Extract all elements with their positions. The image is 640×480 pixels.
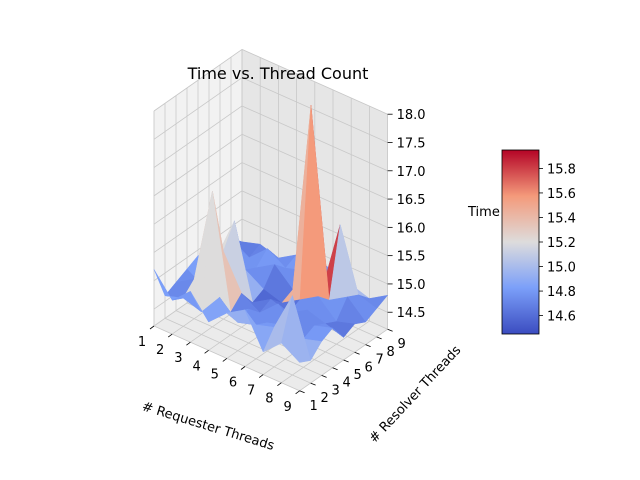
colorbar: 14.6 14.8 15.0 15.2 15.4 15.6 15.8 xyxy=(501,149,576,335)
grid-line xyxy=(153,190,243,253)
y-tick-mark xyxy=(354,351,360,355)
x-tick-mark xyxy=(186,341,191,346)
grid-line xyxy=(241,105,388,172)
x-tick-label: 9 xyxy=(283,400,291,415)
y-tick-mark xyxy=(376,336,382,340)
x-tick-label: 5 xyxy=(211,367,219,382)
z-tick-label: 18.0 xyxy=(397,108,426,123)
grid-line xyxy=(153,133,243,197)
grid-line xyxy=(153,218,243,282)
y-tick-label: 8 xyxy=(386,345,394,360)
x-tick-mark xyxy=(295,390,300,395)
z-tick-label: 16.5 xyxy=(397,193,426,208)
grid-line xyxy=(153,49,243,112)
x-tick-label: 7 xyxy=(247,384,255,399)
y-tick-label: 6 xyxy=(364,360,372,375)
y-tick-mark xyxy=(299,390,305,394)
chart-title: Time vs. Thread Count xyxy=(187,64,369,83)
grid-line xyxy=(153,77,243,140)
colorbar-tick-label: 15.6 xyxy=(547,187,576,202)
x-tick-mark xyxy=(240,366,246,370)
y-tick-mark xyxy=(365,344,371,347)
colorbar-tick-label: 15.2 xyxy=(547,236,576,251)
grid-line xyxy=(153,105,243,168)
y-tick-label: 1 xyxy=(309,399,317,414)
z-axis-label: Time xyxy=(467,205,500,220)
z-tick-label: 15.5 xyxy=(397,250,426,265)
colorbar-tick-label: 14.6 xyxy=(547,310,576,325)
grid-line xyxy=(241,77,388,143)
y-tick-mark xyxy=(343,359,349,363)
grid-line xyxy=(241,49,388,115)
x-tick-mark xyxy=(149,325,155,330)
colorbar-tick-label: 15.0 xyxy=(547,261,576,276)
y-tick-mark xyxy=(387,328,393,332)
z-tick-label: 17.0 xyxy=(397,165,426,180)
y-tick-label: 9 xyxy=(397,337,405,352)
y-tick-label: 5 xyxy=(353,368,361,383)
z-tick-label: 14.5 xyxy=(397,306,426,321)
x-tick-label: 1 xyxy=(138,335,146,350)
x-tick-label: 2 xyxy=(156,343,164,358)
grid-line xyxy=(153,162,243,225)
colorbar-gradient xyxy=(501,149,540,335)
x-tick-label: 3 xyxy=(174,351,182,366)
y-tick-label: 4 xyxy=(342,376,350,391)
x-tick-mark xyxy=(258,374,264,378)
x-tick-mark xyxy=(277,382,282,387)
x-tick-label: 8 xyxy=(265,392,273,407)
colorbar-tick-label: 15.8 xyxy=(547,162,576,177)
y-tick-label: 7 xyxy=(375,353,383,368)
y-tick-mark xyxy=(321,375,327,378)
x-axis-label: # Requester Threads xyxy=(140,399,276,454)
y-tick-mark xyxy=(332,367,338,371)
z-tick-label: 15.0 xyxy=(397,278,426,293)
x-tick-mark xyxy=(204,349,209,354)
x-tick-label: 4 xyxy=(192,359,200,374)
y-tick-label: 2 xyxy=(320,391,328,406)
x-tick-mark xyxy=(222,358,228,362)
surface-face xyxy=(281,295,311,363)
y-tick-mark xyxy=(310,382,316,386)
surface-mesh xyxy=(153,105,389,363)
x-tick-label: 6 xyxy=(229,376,237,391)
grid-line xyxy=(281,320,370,384)
y-tick-label: 3 xyxy=(331,383,339,398)
z-tick-label: 16.0 xyxy=(397,221,426,236)
colorbar-tick-label: 15.4 xyxy=(547,211,576,226)
z-tick-label: 17.5 xyxy=(397,136,426,151)
x-tick-mark xyxy=(167,333,173,338)
colorbar-tick-label: 14.8 xyxy=(547,285,576,300)
